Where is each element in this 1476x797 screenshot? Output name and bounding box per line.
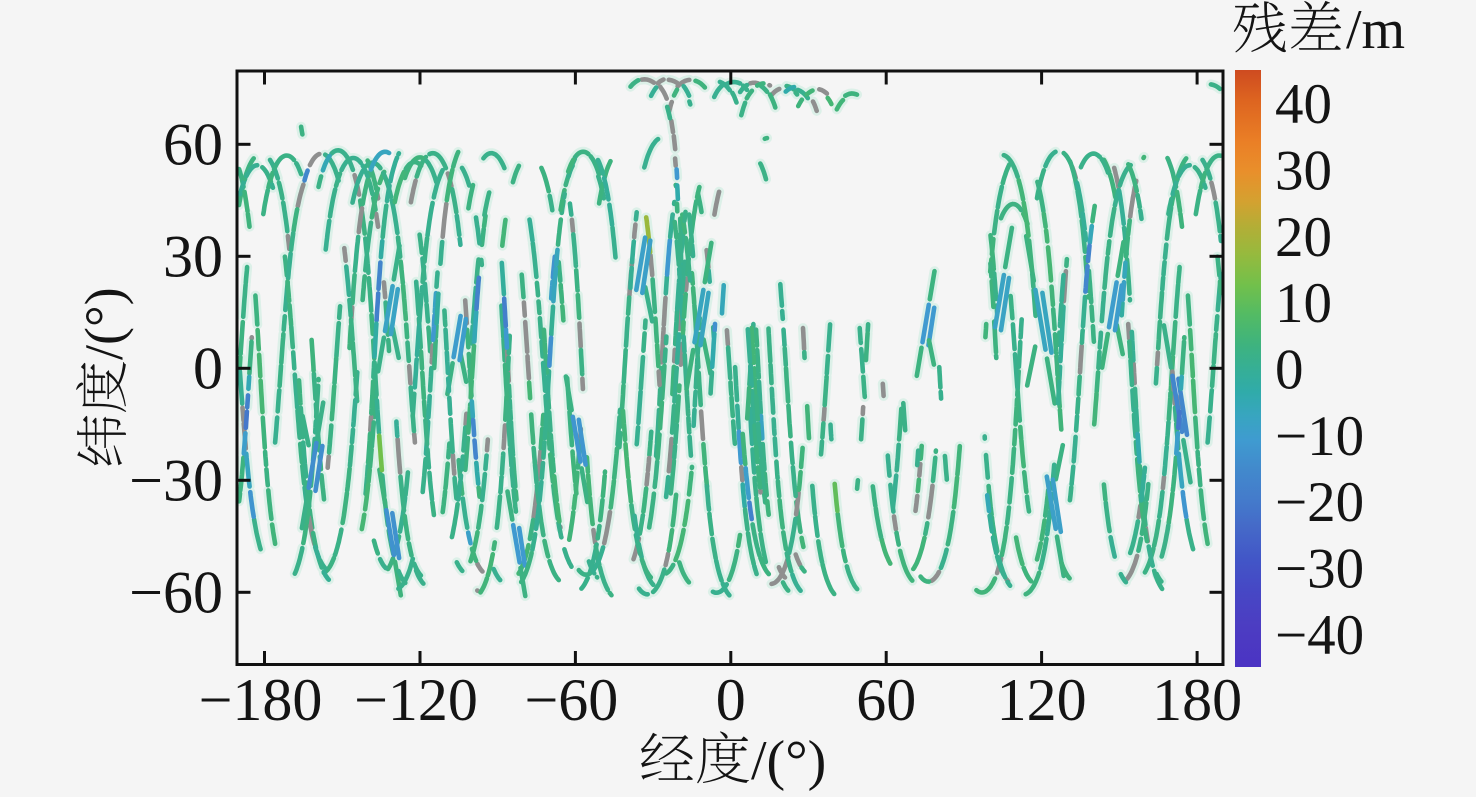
svg-text:180: 180: [1152, 667, 1242, 733]
svg-text:−120: −120: [354, 667, 478, 733]
svg-text:120: 120: [997, 667, 1087, 733]
svg-text:−30: −30: [1275, 538, 1364, 601]
svg-text:−180: −180: [199, 667, 323, 733]
svg-text:60: 60: [856, 667, 916, 733]
svg-text:−30: −30: [129, 447, 223, 513]
svg-text:−20: −20: [1275, 471, 1364, 534]
svg-text:−60: −60: [129, 559, 223, 625]
svg-text:30: 30: [1275, 140, 1332, 203]
svg-text:0: 0: [1275, 339, 1304, 402]
svg-text:/(°): /(°): [74, 287, 134, 360]
svg-text:60: 60: [163, 111, 223, 177]
svg-text:/m: /m: [1346, 0, 1405, 61]
svg-text:/(°): /(°): [751, 730, 826, 792]
svg-text:30: 30: [163, 223, 223, 289]
svg-text:−10: −10: [1275, 405, 1364, 468]
svg-text:−40: −40: [1275, 604, 1364, 667]
svg-text:10: 10: [1275, 272, 1332, 335]
svg-text:0: 0: [716, 667, 746, 733]
svg-text:0: 0: [193, 335, 223, 401]
svg-text:20: 20: [1275, 206, 1332, 269]
svg-text:−60: −60: [524, 667, 618, 733]
svg-text:40: 40: [1275, 73, 1332, 136]
